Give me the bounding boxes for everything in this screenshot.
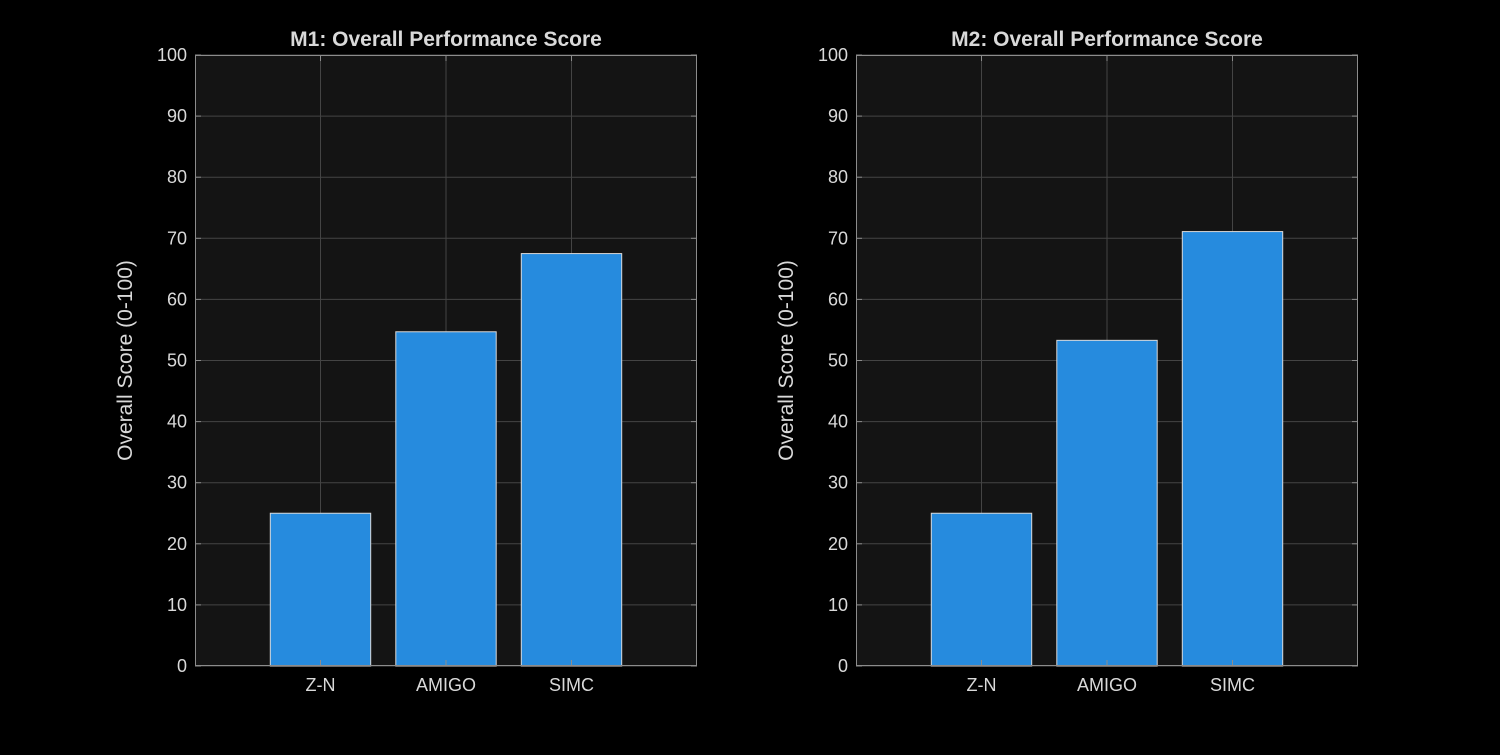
chart-m2: 0 10 20 30 40 50 60 70 80 90 100 Z-N AMIGO SIMC M2: Ov… [775,28,1358,695]
y-tick-label: 70 [828,228,848,248]
axes-frame [195,55,697,666]
y-tick-label: 80 [167,167,187,187]
y-tick-label: 30 [167,473,187,493]
y-tick-label: 100 [157,45,187,65]
y-tick-label: 10 [167,595,187,615]
x-tick-label: AMIGO [1077,675,1137,695]
axes-frame [856,55,1358,666]
y-tick-label: 40 [167,412,187,432]
bar-amigo [1056,339,1158,667]
x-tick-label: SIMC [549,675,594,695]
y-tick-label: 20 [167,534,187,554]
x-tick-label: Z-N [967,675,997,695]
y-tick-label: 90 [828,106,848,126]
y-tick-label: 90 [167,106,187,126]
chart-title: M2: Overall Performance Score [951,28,1263,51]
x-tick-label: SIMC [1210,675,1255,695]
y-tick-label: 20 [828,534,848,554]
x-tick-label: Z-N [306,675,336,695]
y-tick-label: 60 [828,289,848,309]
y-tick-label: 0 [177,656,187,676]
y-tick-label: 30 [828,473,848,493]
chart-title: M1: Overall Performance Score [290,28,602,51]
bar-z-n [269,512,372,667]
bar-z-n [930,512,1033,667]
y-tick-label: 80 [828,167,848,187]
bar-amigo [395,331,497,667]
y-tick-label: 60 [167,289,187,309]
bar-simc [1181,231,1284,667]
y-tick-label: 40 [828,412,848,432]
y-tick-label: 70 [167,228,187,248]
y-tick-label: 0 [838,656,848,676]
y-axis-label: Overall Score (0-100) [775,260,798,461]
x-tick-label: AMIGO [416,675,476,695]
y-axis-label: Overall Score (0-100) [114,260,137,461]
y-tick-label: 50 [167,351,187,371]
bar-simc [520,253,623,667]
y-tick-label: 10 [828,595,848,615]
chart-m1: 0 10 20 30 40 50 60 70 80 90 100 Z-N AMIGO SIMC M1: Ov… [114,28,697,695]
y-tick-label: 100 [818,45,848,65]
y-tick-label: 50 [828,351,848,371]
